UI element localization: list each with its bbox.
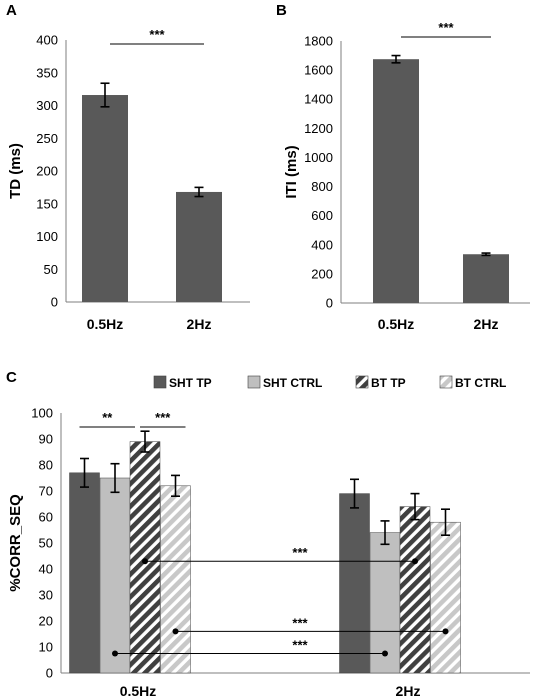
x-tick-label: 2Hz (474, 316, 499, 332)
y-tick-label: 60 (39, 510, 53, 525)
y-tick-label: 400 (36, 33, 58, 48)
significance-endpoint (112, 650, 118, 657)
legend-swatch (439, 375, 453, 389)
y-tick-label: 1200 (304, 121, 333, 136)
bar-bt-tp-0.5Hz (129, 441, 161, 674)
x-tick-label: 2Hz (187, 316, 212, 332)
y-tick-label: 300 (36, 98, 58, 113)
y-tick-label: 150 (36, 196, 58, 211)
significance-endpoint (412, 558, 418, 565)
y-axis-label: TD (ms) (7, 143, 24, 199)
y-tick-label: 80 (39, 458, 53, 473)
significance-label: *** (292, 615, 308, 630)
significance-label: *** (155, 410, 171, 425)
y-tick-label: 50 (39, 536, 53, 551)
y-tick-label: 20 (39, 614, 53, 629)
significance-label: *** (292, 638, 308, 653)
y-tick-label: 350 (36, 65, 58, 80)
y-tick-label: 250 (36, 131, 58, 146)
y-axis-label: %CORR_SEQ (7, 494, 24, 592)
y-tick-label: 200 (36, 164, 58, 179)
y-tick-label: 1400 (304, 92, 333, 107)
x-tick-label: 2Hz (396, 683, 421, 699)
significance-endpoint (172, 628, 179, 635)
legend-label: BT TP (371, 376, 406, 390)
bar-2Hz (463, 254, 509, 303)
x-tick-label: 0.5Hz (87, 316, 124, 332)
bar-sht-tp-0.5Hz (69, 472, 100, 674)
y-tick-label: 1800 (304, 34, 333, 49)
y-tick-label: 30 (39, 588, 53, 603)
y-tick-label: 1600 (304, 63, 333, 78)
y-tick-label: 100 (31, 406, 53, 421)
y-tick-label: 1000 (304, 150, 333, 165)
x-tick-label: 0.5Hz (120, 683, 157, 699)
y-axis-label: ITI (ms) (283, 145, 300, 198)
significance-label: *** (292, 545, 308, 560)
bar-0.5Hz (82, 95, 128, 303)
panel-label-a: A (6, 2, 17, 19)
y-tick-label: 400 (311, 237, 333, 252)
y-tick-label: 70 (39, 484, 53, 499)
significance-label: *** (438, 20, 454, 35)
panel-label-b: B (276, 2, 287, 19)
y-tick-label: 0 (326, 296, 333, 311)
legend-label: SHT CTRL (263, 376, 322, 390)
y-tick-label: 0 (51, 295, 58, 310)
y-tick-label: 50 (44, 262, 58, 277)
significance-label: *** (149, 27, 165, 42)
bar-bt-tp-2Hz (399, 506, 431, 674)
y-tick-label: 200 (311, 266, 333, 281)
y-tick-label: 800 (311, 179, 333, 194)
y-tick-label: 0 (46, 666, 53, 681)
y-tick-label: 10 (39, 640, 53, 655)
bar-sht-ctrl-0.5Hz (99, 477, 131, 674)
y-tick-label: 90 (39, 432, 53, 447)
legend-label: BT CTRL (455, 376, 506, 390)
legend-swatch (153, 375, 167, 389)
legend-swatch (355, 375, 369, 389)
y-tick-label: 40 (39, 562, 53, 577)
bar-2Hz (176, 191, 222, 302)
significance-endpoint (382, 650, 388, 657)
significance-endpoint (442, 628, 449, 635)
y-tick-label: 600 (311, 208, 333, 223)
significance-label: ** (102, 410, 113, 425)
x-tick-label: 0.5Hz (378, 316, 415, 332)
bar-sht-tp-2Hz (339, 493, 370, 674)
panel-label-c: C (6, 369, 17, 386)
legend-label: SHT TP (169, 376, 212, 390)
bar-bt-ctrl-0.5Hz (160, 485, 191, 674)
legend-swatch (247, 375, 261, 389)
bar-0.5Hz (373, 59, 419, 303)
y-tick-label: 100 (36, 229, 58, 244)
bar-bt-ctrl-2Hz (430, 521, 461, 674)
significance-endpoint (142, 558, 148, 565)
